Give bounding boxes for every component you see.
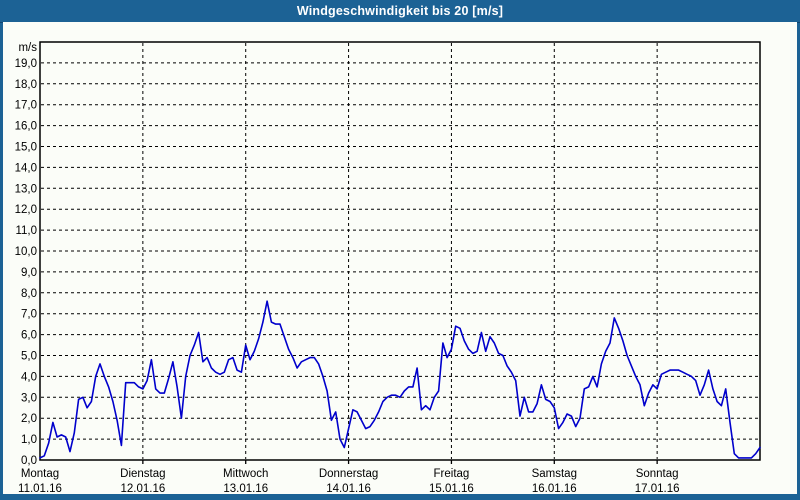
y-tick-label: 19,0 xyxy=(15,58,37,70)
y-tick-label: 16,0 xyxy=(15,121,37,133)
chart-content-area: m/s 19,0 18,0 17,0 16,0 15,0 14,0 13,0 12,0 11,0 1… xyxy=(3,22,797,495)
y-tick-label: 13,0 xyxy=(15,183,37,195)
day-name-label: Mittwoch xyxy=(223,468,268,480)
y-tick-label: 17,0 xyxy=(15,100,37,112)
day-name-label: Dienstag xyxy=(120,468,165,480)
day-date-label: 14.01.16 xyxy=(326,483,371,494)
day-date-label: 16.01.16 xyxy=(532,483,577,494)
y-axis-labels: m/s 19,0 18,0 17,0 16,0 15,0 14,0 13,0 12,0 11,0 1… xyxy=(15,42,38,467)
y-tick-label: 3,0 xyxy=(21,392,37,404)
day-date-label: 11.01.16 xyxy=(18,483,62,494)
window-title-bar: Windgeschwindigkeit bis 20 [m/s] xyxy=(0,0,800,23)
wind-speed-line xyxy=(39,300,761,459)
day-name-label: Sonntag xyxy=(636,468,679,480)
day-date-label: 15.01.16 xyxy=(429,483,474,494)
day-name-label: Freitag xyxy=(434,468,470,480)
y-tick-label: 18,0 xyxy=(15,79,37,91)
y-tick-label: 7,0 xyxy=(21,309,37,321)
day-date-label: 17.01.16 xyxy=(635,483,680,494)
y-tick-label: 2,0 xyxy=(21,413,37,425)
day-name-label: Montag xyxy=(21,468,59,480)
y-tick-label: 6,0 xyxy=(21,330,37,342)
y-tick-label: 9,0 xyxy=(21,267,37,279)
y-tick-label: 10,0 xyxy=(15,246,37,258)
y-tick-label: 4,0 xyxy=(21,371,37,383)
y-tick-label: 1,0 xyxy=(21,434,37,446)
day-date-label: 13.01.16 xyxy=(223,483,268,494)
y-axis-unit-label: m/s xyxy=(18,42,37,54)
y-tick-label: 11,0 xyxy=(15,225,37,237)
day-name-label: Samstag xyxy=(532,468,577,480)
day-name-label: Donnerstag xyxy=(319,468,378,480)
y-tick-label: 15,0 xyxy=(15,142,37,154)
wind-speed-chart: m/s 19,0 18,0 17,0 16,0 15,0 14,0 13,0 12,0 11,0 1… xyxy=(15,41,761,495)
y-tick-label: 5,0 xyxy=(21,351,37,363)
y-tick-label: 12,0 xyxy=(15,204,37,216)
y-tick-label: 0,0 xyxy=(21,455,37,467)
x-axis-labels: Montag 11.01.16 Dienstag 12.01.16 Mittwoch 13… xyxy=(18,468,680,495)
day-date-label: 12.01.16 xyxy=(120,483,165,494)
y-tick-label: 8,0 xyxy=(21,288,37,300)
chart-title: Windgeschwindigkeit bis 20 [m/s] xyxy=(296,4,504,18)
y-tick-label: 14,0 xyxy=(15,162,37,174)
plot-border xyxy=(39,41,761,461)
